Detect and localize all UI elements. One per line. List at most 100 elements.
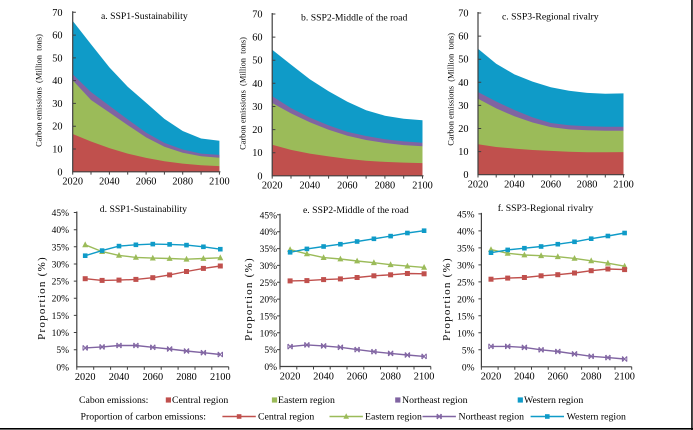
- svg-text:c. SSP3-Regional rivalry: c. SSP3-Regional rivalry: [502, 12, 599, 23]
- svg-text:15%: 15%: [457, 312, 475, 322]
- svg-text:2020: 2020: [262, 181, 283, 192]
- svg-text:25%: 25%: [52, 278, 70, 288]
- svg-text:5%: 5%: [56, 346, 69, 356]
- svg-text:50: 50: [252, 56, 262, 67]
- svg-text:60: 60: [458, 32, 468, 43]
- svg-text:e. SSP2-Middle of the road: e. SSP2-Middle of the road: [303, 205, 409, 216]
- svg-text:0: 0: [57, 167, 62, 178]
- svg-text:2060: 2060: [548, 372, 569, 383]
- svg-text:2040: 2040: [99, 177, 120, 188]
- svg-text:10: 10: [52, 145, 62, 156]
- svg-text:f. SSP3-Regional rivalry: f. SSP3-Regional rivalry: [498, 203, 594, 214]
- svg-text:15%: 15%: [52, 312, 70, 322]
- svg-text:2080: 2080: [380, 371, 401, 382]
- svg-text:35%: 35%: [52, 243, 70, 253]
- svg-text:2060: 2060: [347, 371, 368, 382]
- svg-text:Eastern region: Eastern region: [278, 395, 335, 406]
- svg-text:b. SSP2-Middle of the road: b. SSP2-Middle of the road: [301, 13, 407, 24]
- svg-text:2100: 2100: [614, 372, 635, 383]
- svg-text:2100: 2100: [412, 181, 433, 192]
- svg-text:30: 30: [252, 102, 262, 113]
- svg-text:2080: 2080: [172, 177, 193, 188]
- svg-text:40%: 40%: [457, 227, 475, 237]
- svg-text:2040: 2040: [504, 180, 525, 191]
- svg-text:45%: 45%: [52, 209, 70, 219]
- svg-text:25%: 25%: [260, 279, 278, 289]
- svg-text:40%: 40%: [52, 226, 70, 236]
- svg-text:Carbon emissions (Million to: Carbon emissions (Million tons): [238, 37, 247, 150]
- svg-text:Northeast region: Northeast region: [459, 412, 525, 423]
- svg-text:50: 50: [52, 53, 62, 64]
- svg-text:2040: 2040: [300, 181, 321, 192]
- svg-text:35%: 35%: [260, 245, 278, 255]
- svg-text:20: 20: [458, 124, 468, 135]
- svg-text:0%: 0%: [462, 363, 475, 373]
- svg-text:45%: 45%: [457, 210, 475, 220]
- svg-text:2060: 2060: [136, 177, 157, 188]
- svg-text:0: 0: [463, 170, 468, 181]
- svg-text:Proportion (%): Proportion (%): [243, 257, 255, 341]
- svg-text:d. SSP1-Sustainability: d. SSP1-Sustainability: [100, 204, 187, 215]
- svg-text:35%: 35%: [457, 244, 475, 254]
- svg-text:15%: 15%: [260, 312, 278, 322]
- svg-text:2060: 2060: [337, 181, 358, 192]
- svg-text:Proportion (%): Proportion (%): [441, 257, 453, 341]
- svg-text:2100: 2100: [613, 180, 634, 191]
- svg-text:10: 10: [252, 148, 262, 159]
- svg-text:2100: 2100: [209, 177, 230, 188]
- svg-text:10: 10: [458, 147, 468, 158]
- svg-text:Carbon emissions (Million to: Carbon emissions (Million tons): [35, 34, 44, 147]
- svg-text:30: 30: [458, 101, 468, 112]
- svg-text:Proportion (%): Proportion (%): [36, 256, 48, 340]
- svg-text:20: 20: [252, 125, 262, 136]
- svg-text:20%: 20%: [52, 295, 70, 305]
- svg-text:0%: 0%: [264, 363, 277, 373]
- svg-text:25%: 25%: [457, 278, 475, 288]
- svg-text:Western region: Western region: [524, 395, 583, 406]
- svg-text:10%: 10%: [52, 329, 70, 339]
- svg-text:0%: 0%: [56, 363, 69, 373]
- svg-text:Proportion of carbon emissions: Proportion of carbon emissions:: [81, 412, 206, 423]
- svg-text:a. SSP1-Sustainability: a. SSP1-Sustainability: [101, 11, 188, 22]
- svg-text:70: 70: [458, 9, 468, 20]
- svg-text:60: 60: [252, 33, 262, 44]
- svg-text:40%: 40%: [260, 228, 278, 238]
- svg-text:20%: 20%: [457, 295, 475, 305]
- svg-text:2020: 2020: [468, 180, 489, 191]
- svg-text:2080: 2080: [581, 372, 602, 383]
- svg-text:5%: 5%: [462, 346, 475, 356]
- svg-text:2080: 2080: [375, 181, 396, 192]
- svg-text:45%: 45%: [260, 211, 278, 221]
- svg-text:2060: 2060: [143, 372, 164, 383]
- svg-text:2060: 2060: [541, 180, 562, 191]
- svg-text:2080: 2080: [176, 372, 197, 383]
- svg-text:2040: 2040: [313, 371, 334, 382]
- svg-text:60: 60: [52, 31, 62, 42]
- svg-text:10%: 10%: [260, 329, 278, 339]
- svg-text:30%: 30%: [260, 262, 278, 272]
- svg-text:20%: 20%: [260, 296, 278, 306]
- svg-text:40: 40: [252, 79, 262, 90]
- svg-text:2100: 2100: [210, 372, 231, 383]
- svg-text:2020: 2020: [481, 372, 502, 383]
- svg-text:2020: 2020: [62, 177, 83, 188]
- svg-text:2040: 2040: [514, 372, 535, 383]
- svg-text:20: 20: [52, 122, 62, 133]
- svg-text:50: 50: [458, 55, 468, 66]
- svg-text:2040: 2040: [109, 372, 130, 383]
- svg-text:10%: 10%: [457, 329, 475, 339]
- svg-text:2100: 2100: [414, 371, 435, 382]
- svg-text:40: 40: [458, 78, 468, 89]
- svg-text:70: 70: [52, 8, 62, 19]
- svg-text:Carbon emissions (Million to: Carbon emissions (Million tons): [447, 33, 456, 146]
- svg-text:70: 70: [252, 10, 262, 21]
- svg-text:30: 30: [52, 99, 62, 110]
- svg-text:Northeast region: Northeast region: [402, 395, 468, 406]
- svg-text:5%: 5%: [264, 346, 277, 356]
- svg-text:Eastern region: Eastern region: [365, 412, 422, 423]
- svg-text:30%: 30%: [52, 261, 70, 271]
- svg-text:2080: 2080: [577, 180, 598, 191]
- svg-text:Central region: Central region: [258, 412, 314, 423]
- svg-text:Western region: Western region: [567, 412, 626, 423]
- svg-text:2020: 2020: [75, 372, 96, 383]
